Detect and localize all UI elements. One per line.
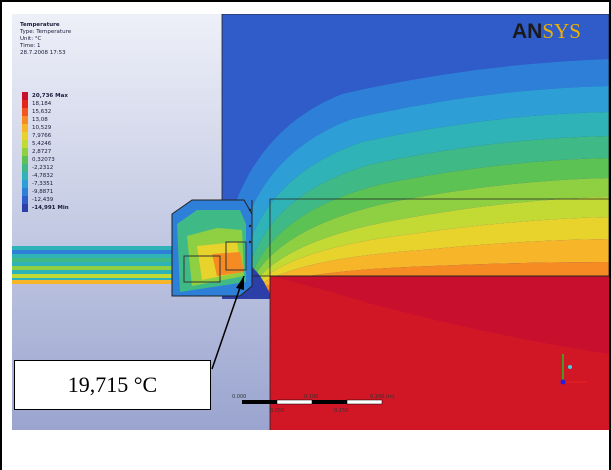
frame-border-right bbox=[609, 0, 611, 470]
scale-swatch bbox=[22, 204, 28, 212]
scale-label: 7,9766 bbox=[32, 133, 52, 139]
scale-row: 0,32073 bbox=[22, 156, 102, 164]
scale-row: -12,439 bbox=[22, 196, 102, 204]
scale-label: 13,08 bbox=[32, 117, 48, 123]
legend-date: 28.7.2008 17:53 bbox=[20, 50, 66, 56]
scale-row: 10,529 bbox=[22, 124, 102, 132]
ansys-logo: ANSYS bbox=[512, 19, 581, 44]
geometry-lines bbox=[221, 14, 609, 430]
scale-label: 18,184 bbox=[32, 101, 52, 107]
callout-arrow bbox=[211, 275, 245, 370]
scale-swatch bbox=[22, 140, 28, 148]
scale-swatch bbox=[22, 132, 28, 140]
scale-label-0: 0.000 bbox=[232, 394, 246, 400]
scale-row: 7,9766 bbox=[22, 132, 102, 140]
window-frame-profile bbox=[12, 199, 253, 297]
scale-row: 18,184 bbox=[22, 100, 102, 108]
scale-label: 0,32073 bbox=[32, 157, 55, 163]
scale-label: -12,439 bbox=[32, 197, 54, 203]
scale-label: 10,529 bbox=[32, 125, 52, 131]
legend-unit: Unit: °C bbox=[20, 36, 42, 42]
scale-label-2: 0.200 (m) bbox=[370, 394, 395, 400]
scale-label: -4,7832 bbox=[32, 173, 54, 179]
temperature-callout: 19,715 °C bbox=[14, 360, 211, 410]
scale-label-mid-1: 0.050 bbox=[270, 408, 284, 414]
scale-swatch bbox=[22, 172, 28, 180]
scale-row: 5,4246 bbox=[22, 140, 102, 148]
scale-row: 20,736 Max bbox=[22, 92, 102, 100]
scale-swatch bbox=[22, 156, 28, 164]
callout-arrow-head bbox=[236, 276, 244, 290]
scale-label: 20,736 Max bbox=[32, 93, 68, 99]
scale-label: 2,8727 bbox=[32, 149, 52, 155]
scale-label: -14,991 Min bbox=[32, 205, 69, 211]
scale-swatch bbox=[22, 100, 28, 108]
scale-swatch bbox=[22, 164, 28, 172]
legend-title: Temperature bbox=[20, 22, 60, 28]
callout-text: 19,715 °C bbox=[67, 372, 158, 397]
scale-swatch bbox=[22, 148, 28, 156]
scale-label-1: 0.100 bbox=[304, 394, 318, 400]
scale-row: -4,7832 bbox=[22, 172, 102, 180]
scale-row: -14,991 Min bbox=[22, 204, 102, 212]
result-legend: Temperature Type: Temperature Unit: °C T… bbox=[20, 22, 110, 57]
scale-swatch bbox=[22, 108, 28, 116]
scale-swatch bbox=[22, 188, 28, 196]
scale-label: 5,4246 bbox=[32, 141, 52, 147]
frame-border-left bbox=[0, 0, 2, 470]
scale-label: -7,3351 bbox=[32, 181, 54, 187]
scale-label: 15,632 bbox=[32, 109, 52, 115]
scale-swatch bbox=[22, 196, 28, 204]
axis-triad-icon bbox=[560, 354, 587, 385]
scale-row: 2,8727 bbox=[22, 148, 102, 156]
scale-label-mid-2: 0.150 bbox=[334, 408, 348, 414]
scale-label: -2,2312 bbox=[32, 165, 54, 171]
legend-time: Time: 1 bbox=[20, 43, 41, 49]
scale-row: 15,632 bbox=[22, 108, 102, 116]
scale-row: -9,8871 bbox=[22, 188, 102, 196]
legend-type: Type: Temperature bbox=[20, 29, 72, 35]
scale-bar: 0.000 0.100 0.200 (m) 0.050 0.150 bbox=[232, 394, 395, 414]
logo-part-sys: SYS bbox=[542, 19, 581, 43]
scale-swatch bbox=[22, 116, 28, 124]
scale-swatch bbox=[22, 180, 28, 188]
logo-part-an: AN bbox=[512, 20, 543, 43]
scale-label: -9,8871 bbox=[32, 189, 54, 195]
color-scale: 20,736 Max 18,184 15,632 13,08 10,529 7,9766 5… bbox=[22, 92, 102, 244]
temperature-contour-plot: 0.000 0.100 0.200 (m) 0.050 0.150 bbox=[12, 14, 609, 430]
frame-border-top bbox=[0, 0, 611, 2]
scale-row: -2,2312 bbox=[22, 164, 102, 172]
scale-row: 13,08 bbox=[22, 116, 102, 124]
scale-swatch bbox=[22, 124, 28, 132]
scale-swatch bbox=[22, 92, 28, 100]
scale-row: -7,3351 bbox=[22, 180, 102, 188]
